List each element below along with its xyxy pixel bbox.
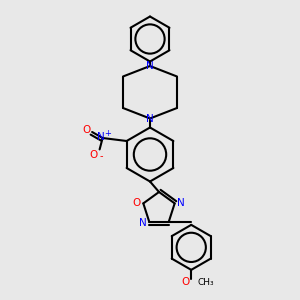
Text: N: N: [97, 131, 105, 142]
Text: CH₃: CH₃: [197, 278, 214, 287]
Text: O: O: [182, 277, 190, 287]
Text: N: N: [146, 61, 154, 71]
Text: -: -: [99, 151, 103, 161]
Text: O: O: [82, 124, 91, 135]
Text: +: +: [105, 129, 112, 138]
Text: N: N: [139, 218, 146, 228]
Text: O: O: [133, 198, 141, 208]
Text: N: N: [146, 113, 154, 124]
Text: O: O: [89, 150, 98, 160]
Text: N: N: [177, 198, 185, 208]
